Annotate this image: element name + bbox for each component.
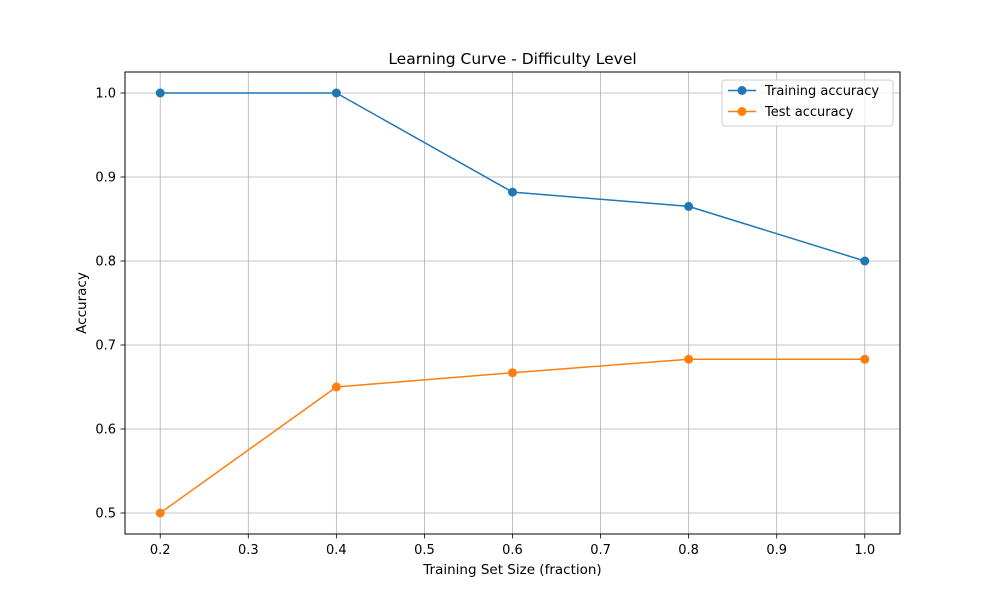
y-tick-label: 0.7	[95, 339, 116, 354]
legend-label-test-accuracy: Test accuracy	[764, 105, 854, 120]
legend: Training accuracy Test accuracy	[721, 79, 894, 127]
data-point-test-accuracy	[684, 354, 694, 364]
y-tick-label: 0.9	[95, 171, 116, 186]
legend-frame	[721, 79, 894, 127]
data-point-training-accuracy	[155, 88, 165, 98]
x-tick-label: 0.4	[326, 543, 347, 558]
legend-marker-training-accuracy	[737, 86, 747, 95]
x-tick-label: 0.5	[414, 543, 435, 558]
data-point-test-accuracy	[508, 368, 517, 378]
data-point-training-accuracy	[331, 88, 341, 98]
axis-ticks: 0.2 0.3 0.4 0.5 0.6 0.7 0.8 0.9 1.0 0.5 0.6 0.7 0.8 0…	[95, 87, 875, 559]
data-point-test-accuracy	[860, 354, 870, 364]
x-tick-label: 0.2	[150, 543, 171, 558]
data-point-training-accuracy	[860, 256, 870, 266]
y-tick-label: 0.8	[95, 255, 116, 270]
y-axis-label: Accuracy	[74, 272, 90, 334]
data-point-training-accuracy	[508, 187, 517, 197]
y-tick-label: 0.5	[95, 507, 116, 522]
data-point-test-accuracy	[155, 508, 165, 518]
x-tick-label: 0.7	[590, 543, 611, 558]
data-point-test-accuracy	[331, 382, 341, 392]
x-tick-label: 0.8	[678, 543, 699, 558]
legend-label-training-accuracy: Training accuracy	[764, 84, 879, 99]
y-tick-label: 1.0	[95, 87, 116, 102]
x-tick-label: 1.0	[854, 543, 875, 558]
x-tick-label: 0.9	[766, 543, 787, 558]
legend-marker-test-accuracy	[737, 107, 747, 116]
plot-series	[155, 88, 870, 518]
y-tick-label: 0.6	[95, 423, 116, 438]
x-tick-label: 0.6	[502, 543, 523, 558]
chart-title: Learning Curve - Difficulty Level	[388, 50, 636, 68]
x-tick-label: 0.3	[238, 543, 259, 558]
grid	[125, 72, 900, 534]
data-point-training-accuracy	[684, 201, 694, 211]
x-axis-label: Training Set Size (fraction)	[422, 562, 601, 578]
